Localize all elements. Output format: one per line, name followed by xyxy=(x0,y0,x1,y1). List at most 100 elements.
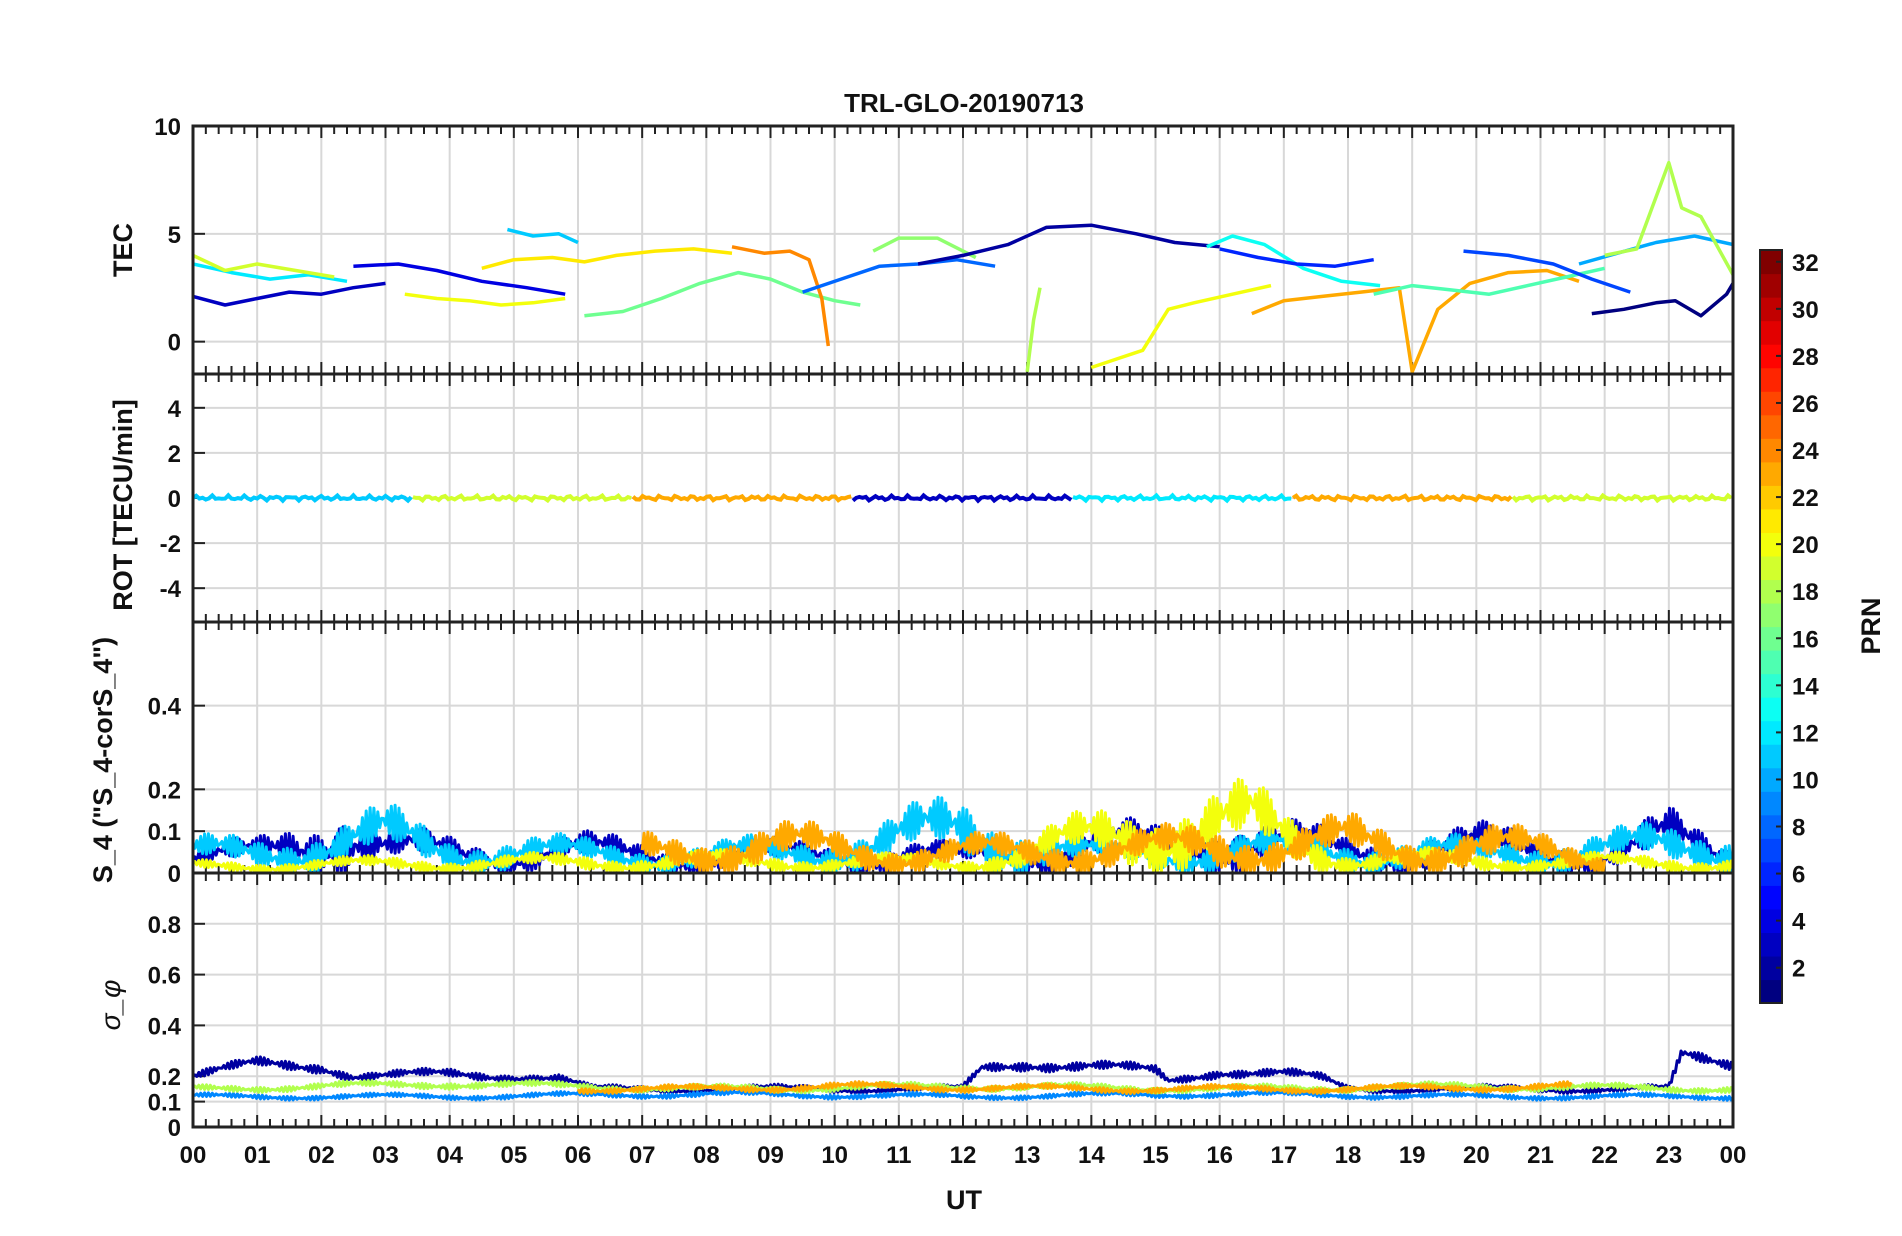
tec-series-line xyxy=(1090,283,1272,370)
y-tick-label: 0 xyxy=(168,330,181,357)
tec-series-line xyxy=(1251,268,1580,374)
data-layer xyxy=(193,1049,1733,1102)
colorbar-swatch xyxy=(1760,273,1782,298)
x-tick-label: 17 xyxy=(1270,1142,1297,1169)
y-tick-label: 0 xyxy=(168,861,181,888)
x-tick-label: 07 xyxy=(629,1142,656,1169)
colorbar-tick-label: 14 xyxy=(1792,673,1819,700)
panel-sigma-phi: 00.10.2 0.4 0.6 0.8 σ_φ xyxy=(95,871,1735,1142)
x-axis-label: UT xyxy=(946,1185,982,1215)
colorbar-swatch xyxy=(1760,344,1782,369)
y-tick-label: 0.2 xyxy=(148,777,181,804)
colorbar-tick-label: 16 xyxy=(1792,626,1819,653)
x-tick-label: 12 xyxy=(950,1142,977,1169)
rot-series-line xyxy=(1291,493,1513,503)
colorbar-swatch xyxy=(1760,250,1782,275)
tec-series-line xyxy=(193,253,335,279)
y-tick-label: -2 xyxy=(160,531,181,558)
colorbar-swatch xyxy=(1760,297,1782,322)
x-tick-label: 18 xyxy=(1335,1142,1362,1169)
y-tick-label: -4 xyxy=(160,576,182,603)
x-tick-label: 05 xyxy=(500,1142,527,1169)
tec-series-line xyxy=(872,236,977,260)
colorbar-tick-label: 32 xyxy=(1792,250,1819,277)
colorbar-tick-label: 8 xyxy=(1792,815,1805,842)
colorbar-label: PRN xyxy=(1856,597,1886,654)
tec-series-line xyxy=(1604,160,1733,276)
colorbar-tick-label: 30 xyxy=(1792,297,1819,324)
x-tick-label: 09 xyxy=(757,1142,784,1169)
colorbar-swatch xyxy=(1760,673,1782,698)
colorbar-swatch xyxy=(1760,414,1782,439)
colorbar-swatch xyxy=(1760,485,1782,510)
rot-series-line xyxy=(1511,492,1733,504)
sigma-phi-series-line xyxy=(193,1088,1733,1102)
colorbar-tick-label: 24 xyxy=(1792,438,1819,465)
tec-series-line xyxy=(506,227,579,245)
colorbar-swatch xyxy=(1760,650,1782,675)
tec-series-line xyxy=(1219,247,1374,268)
y-tick-label: 0 xyxy=(168,486,181,513)
y-tick-label: 0.1 xyxy=(148,1090,181,1117)
x-tick-label: 00 xyxy=(180,1142,207,1169)
x-tick-label: 15 xyxy=(1142,1142,1169,1169)
y-tick-label: 0.4 xyxy=(148,1013,182,1040)
y-tick-label: 0.6 xyxy=(148,963,181,990)
colorbar-swatch xyxy=(1760,979,1782,1004)
rot-series-line xyxy=(631,493,852,503)
y-tick-label: 10 xyxy=(154,114,181,141)
sigma-phi-series-line xyxy=(576,1080,1573,1096)
y-axis-label: ROT [TECU/min] xyxy=(108,399,138,610)
colorbar-tick-label: 22 xyxy=(1792,485,1819,512)
tec-series-line xyxy=(1463,249,1631,294)
y-axis-label: TEC xyxy=(108,223,138,277)
x-tick-label: 06 xyxy=(565,1142,592,1169)
y-axis-label: S_4 ("S_4-corS_4") xyxy=(88,637,118,883)
colorbar-swatch xyxy=(1760,791,1782,816)
x-tick-label: 11 xyxy=(886,1142,911,1169)
tec-series-line xyxy=(802,257,996,294)
colorbar-tick-label: 4 xyxy=(1792,909,1806,936)
colorbar-swatch xyxy=(1760,908,1782,934)
tec-series-line xyxy=(584,270,861,318)
colorbar-tick-label: 18 xyxy=(1792,579,1819,606)
x-tick-label: 04 xyxy=(436,1142,463,1169)
colorbar-tick-label: 12 xyxy=(1792,720,1819,747)
x-tick-label: 14 xyxy=(1078,1142,1105,1169)
colorbar-swatch xyxy=(1760,814,1782,839)
y-tick-label: 5 xyxy=(168,222,181,249)
tec-series-line xyxy=(193,262,348,284)
rot-series-line xyxy=(1072,492,1292,504)
y-tick-label: 0.8 xyxy=(148,912,181,939)
x-tick-label: 01 xyxy=(244,1142,271,1169)
x-tick-label: 10 xyxy=(821,1142,848,1169)
tec-series-line xyxy=(481,247,733,270)
tec-series-line xyxy=(404,292,566,307)
colorbar-swatch xyxy=(1760,720,1782,745)
data-layer xyxy=(193,492,1733,504)
x-tick-label: 20 xyxy=(1463,1142,1490,1169)
colorbar-swatch xyxy=(1760,932,1782,957)
colorbar-tick-label: 6 xyxy=(1792,862,1805,889)
rot-series-line xyxy=(193,492,413,504)
colorbar-frame xyxy=(1759,249,1783,1004)
panel-tec: 0 5 10 TEC xyxy=(108,114,1735,376)
colorbar-swatch xyxy=(1760,532,1782,557)
colorbar-swatch xyxy=(1760,861,1782,886)
x-tick-label: 23 xyxy=(1655,1142,1682,1169)
tec-series-line xyxy=(353,262,566,296)
colorbar-swatch xyxy=(1760,508,1782,533)
y-axis-label: σ_φ xyxy=(95,980,126,1031)
data-layer xyxy=(193,160,1733,374)
tec-series-line xyxy=(193,281,386,307)
colorbar-swatch xyxy=(1760,555,1782,581)
colorbar-swatch xyxy=(1760,461,1782,486)
x-axis-tick-labels: 00 01 02 03 04 05 06 07 08 09 10 11 12 13 14 15 16 17 18 19… xyxy=(180,1142,1747,1169)
colorbar-tick-label: 2 xyxy=(1792,956,1805,983)
tec-series-line xyxy=(1578,234,1733,266)
colorbar-swatch xyxy=(1760,767,1782,792)
x-tick-label: 21 xyxy=(1527,1142,1554,1169)
x-tick-label: 22 xyxy=(1591,1142,1618,1169)
